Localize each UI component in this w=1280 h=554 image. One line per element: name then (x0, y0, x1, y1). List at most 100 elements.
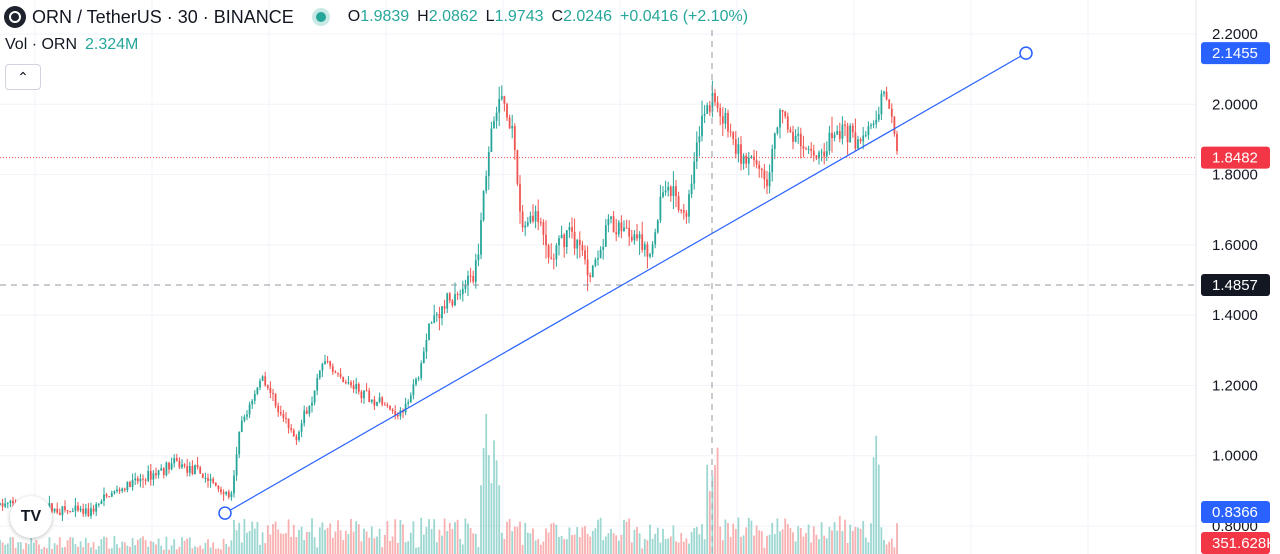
price-tick-label: 2.0000 (1212, 96, 1258, 113)
volume-bar (594, 528, 597, 554)
candle-body (672, 186, 675, 197)
candle-body (149, 470, 152, 480)
volume-bar (105, 537, 108, 554)
volume-bar (747, 517, 750, 554)
candle-body (690, 183, 693, 195)
volume-bar (295, 537, 298, 554)
candle-body (794, 135, 797, 142)
candle-body (391, 409, 394, 412)
candle-body (95, 504, 98, 512)
volume-bar (165, 536, 168, 554)
candle-body (552, 258, 555, 260)
volume-bar (264, 543, 267, 554)
volume-bar (732, 523, 735, 554)
volume-bar (373, 538, 376, 554)
volume-bar (597, 519, 599, 554)
volume-bar (428, 519, 430, 554)
market-status-icon[interactable] (315, 12, 326, 22)
volume-bar (870, 523, 872, 554)
candle-body (802, 146, 805, 149)
tradingview-logo-icon[interactable]: TV (10, 496, 52, 538)
volume-bar (183, 540, 186, 554)
candle-body (209, 478, 212, 481)
candle-body (425, 340, 428, 352)
candle-body (160, 468, 163, 471)
volume-bar (292, 524, 295, 554)
exchange-label[interactable]: BINANCE (213, 6, 294, 27)
volume-bar (493, 440, 495, 554)
candle-body (274, 394, 277, 406)
volume-bar (545, 528, 547, 554)
volume-bar (560, 535, 563, 554)
candle-body (129, 481, 131, 488)
volume-bar (888, 541, 891, 554)
candle-body (303, 410, 306, 424)
volume-bar (677, 542, 680, 554)
volume-bar (896, 523, 898, 554)
volume-bar (51, 548, 53, 554)
volume-bar (82, 547, 85, 554)
candle-body (604, 225, 607, 247)
candle-body (695, 142, 698, 162)
candle-body (729, 131, 732, 133)
candle-body (459, 294, 462, 296)
candle-body (545, 234, 547, 246)
candle-body (363, 390, 365, 399)
volume-bar (53, 543, 56, 554)
symbol-name[interactable]: ORN / TetherUS (32, 6, 162, 27)
volume-bar (259, 544, 261, 554)
volume-bar (867, 542, 870, 554)
volume-bar (477, 547, 480, 554)
volume-bar (669, 536, 672, 554)
volume-bar (745, 527, 748, 554)
candle-body (602, 246, 605, 250)
volume-bar (750, 520, 753, 554)
candle-body (305, 410, 308, 414)
candle-body (339, 373, 342, 377)
volume-bar (555, 524, 558, 554)
volume-bar (97, 545, 100, 554)
volume-bar (261, 532, 264, 554)
candle-body (113, 491, 116, 494)
volume-bar (708, 490, 711, 554)
volume-bar (812, 526, 815, 554)
collapse-legend-button[interactable]: ⌃ (5, 64, 41, 90)
volume-bar (350, 518, 352, 554)
trendline[interactable] (224, 52, 1027, 514)
volume-label[interactable]: Vol · ORN (5, 36, 78, 53)
candle-body (144, 479, 147, 481)
trendline-end-handle[interactable] (1019, 46, 1033, 60)
candle-body (420, 363, 423, 379)
candle-body (547, 245, 550, 258)
volume-bar (173, 539, 176, 554)
current-price-badge: 1.8482 (1212, 150, 1258, 167)
volume-bar (727, 522, 729, 554)
candle-body (565, 230, 568, 248)
candle-body (571, 227, 573, 232)
candle-body (12, 500, 14, 504)
trendline-start-handle[interactable] (218, 506, 232, 520)
candle-body (220, 489, 222, 493)
volume-bar (344, 530, 347, 554)
candle-body (519, 183, 521, 212)
volume-bar (256, 521, 259, 554)
candle-body (628, 227, 631, 237)
volume-bar (71, 537, 74, 554)
low-label: L (485, 8, 495, 25)
volume-bar (807, 524, 810, 554)
volume-bar (199, 545, 202, 554)
volume-value-badge-bg (1201, 532, 1270, 554)
interval-label[interactable]: 30 (177, 6, 198, 27)
candle-body (485, 176, 488, 191)
current-price-badge-bg (1201, 146, 1270, 169)
volume-bar (646, 540, 649, 554)
candle-body (472, 275, 475, 282)
volume-bar (607, 533, 610, 554)
volume-bar (851, 530, 854, 554)
crosshair-price-badge: 1.4857 (1212, 277, 1258, 294)
candle-body (415, 379, 417, 385)
candle-body (121, 488, 124, 492)
volume-bar (667, 538, 670, 554)
